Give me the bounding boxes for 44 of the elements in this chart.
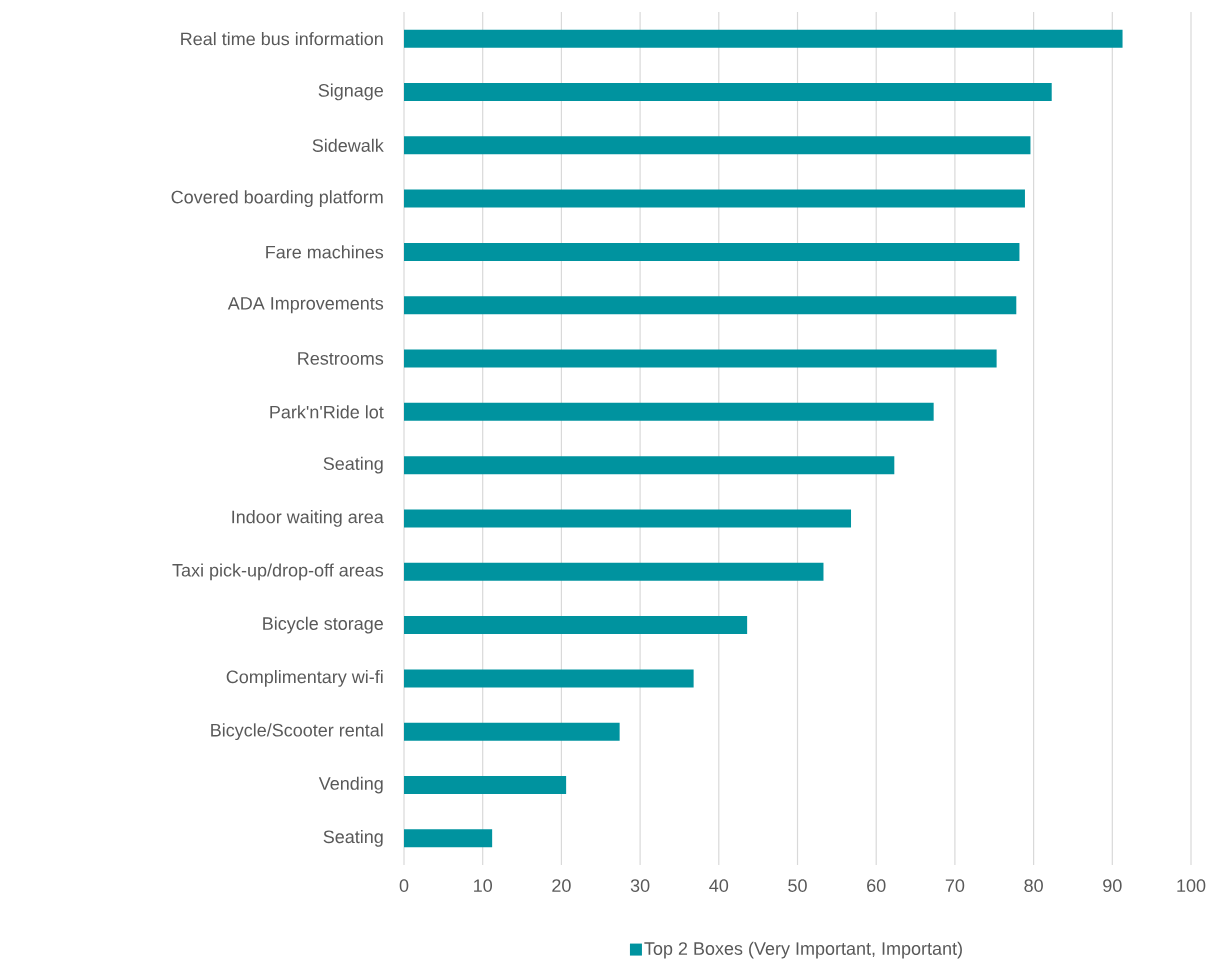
bar <box>404 562 824 581</box>
y-tick-label: Real time bus information <box>181 32 383 46</box>
x-tick-label: 50 <box>788 879 807 892</box>
y-tick-label: Bicycle/Scooter rental <box>211 723 383 741</box>
y-tick-label: Bicycle storage <box>263 616 383 634</box>
y-tick-label: Indoor waiting area <box>232 510 384 527</box>
y-tick-label: Taxi pick-up/drop-off areas <box>172 563 384 581</box>
x-tick-label: 20 <box>552 879 571 892</box>
x-tick-label: 0 <box>399 879 409 892</box>
x-tick-label: 70 <box>945 879 965 892</box>
x-tick-label: 80 <box>1024 879 1043 892</box>
y-tick-label: Vending <box>318 776 383 794</box>
y-tick-label: Signage <box>318 83 383 101</box>
legend-label: Top 2 Boxes (Very Important, Important) <box>644 941 962 959</box>
y-tick-label: Seating <box>323 829 383 847</box>
y-tick-label: Seating <box>323 456 383 474</box>
bar <box>404 136 1031 155</box>
x-tick-label: 100 <box>1177 879 1206 892</box>
x-tick-label: 90 <box>1103 879 1122 892</box>
x-tick-label: 60 <box>867 879 886 892</box>
bar <box>404 402 934 421</box>
bar <box>404 616 748 635</box>
bar <box>404 29 1123 48</box>
bar <box>404 189 1025 208</box>
bar <box>404 722 620 741</box>
bar <box>404 349 997 368</box>
bar <box>404 829 493 848</box>
y-tick-label: Sidewalk <box>312 138 384 152</box>
bar <box>404 456 895 475</box>
x-tick-label: 30 <box>630 879 650 892</box>
bar <box>404 509 852 528</box>
x-tick-label: 40 <box>709 879 729 892</box>
bar <box>404 242 1020 261</box>
x-tick-label: 10 <box>474 879 493 892</box>
y-tick-label: Park'n'Ride lot <box>270 405 384 419</box>
y-tick-label: Restrooms <box>298 352 384 365</box>
bar <box>404 776 567 795</box>
y-tick-label: Covered boarding platform <box>171 190 383 207</box>
y-tick-label: ADA Improvements <box>227 297 384 314</box>
bar <box>404 296 1017 315</box>
bar <box>404 82 1052 101</box>
bar <box>404 669 694 688</box>
y-tick-label: Fare machines <box>266 245 384 259</box>
y-tick-label: Complimentary wi-fi <box>226 670 383 687</box>
